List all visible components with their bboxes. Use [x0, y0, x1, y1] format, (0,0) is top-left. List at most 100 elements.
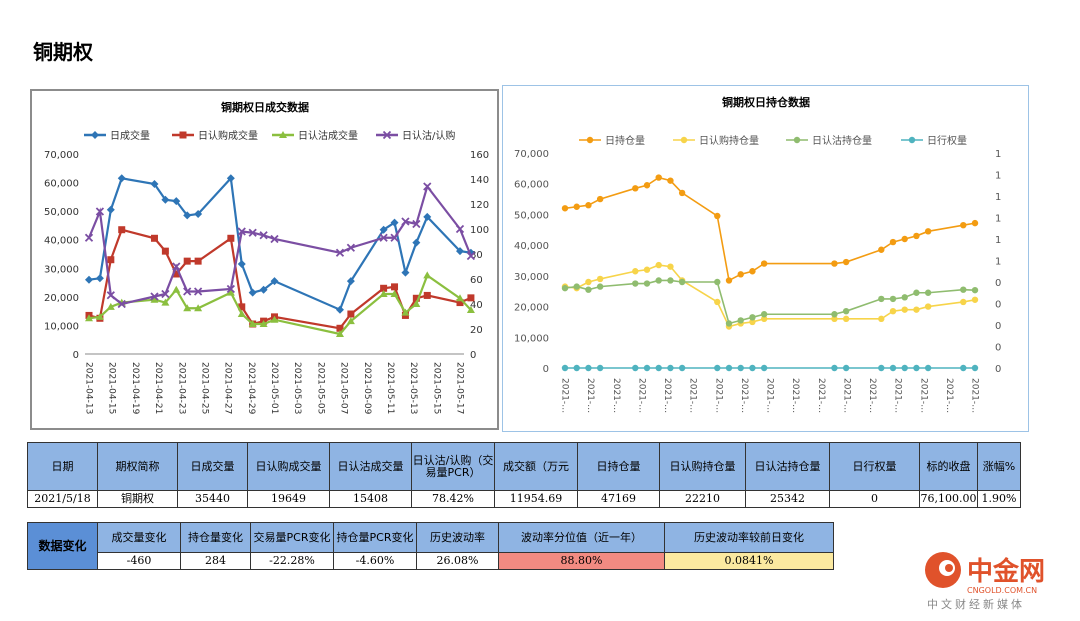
header-call-volume: 日认购成交量 [247, 442, 330, 491]
chart1-legend-marker [91, 131, 99, 139]
chart2-data-point [971, 296, 979, 303]
chart1-y2-tick: 80 [470, 250, 483, 261]
chart1-data-point [456, 294, 464, 302]
chart2-y-tick: 60,000 [514, 180, 549, 191]
chart2-data-point [831, 260, 838, 267]
chart1-data-point [390, 218, 399, 227]
chart1-x-tick: 2021-04-21 [153, 362, 163, 414]
chart1-data-point [259, 320, 268, 327]
logo-url: CNGOLD.COM.CN [967, 586, 1037, 595]
chart1-data-point [423, 212, 432, 221]
chart2-data-point [924, 364, 932, 372]
chart2-data-point [878, 295, 885, 303]
chart1-data-point [226, 174, 235, 183]
chart2-data-point [878, 364, 885, 372]
chart2-x-tick: 2021-… [636, 378, 646, 413]
chart1-data-point [335, 305, 344, 314]
chart2-data-point [573, 203, 580, 210]
daily-summary-row: 2021/5/18 铜期权 35440 19649 15408 78.42% 1… [27, 490, 1021, 508]
chart1-data-point [423, 291, 431, 299]
cell-put-volume: 15408 [329, 490, 412, 508]
chart1-data-point [270, 315, 279, 323]
chart2-x-tick: 2021-… [713, 378, 723, 413]
chart1-data-point [194, 257, 202, 265]
cell-vol-quantile: 88.80% [498, 552, 665, 570]
chart2-data-point [889, 364, 897, 372]
header-put-oi: 日认沽持仓量 [745, 442, 830, 491]
chart1-data-point [391, 283, 399, 291]
chart1-data-point [379, 290, 388, 297]
chart1-data-point [84, 233, 94, 242]
chart1-data-point [172, 285, 181, 293]
chart1-data-point [238, 303, 246, 311]
cell-oi-change: 284 [180, 552, 251, 570]
chart1-data-point [270, 234, 279, 244]
chart2-series-line [564, 264, 976, 328]
chart2-data-point [760, 311, 768, 318]
cell-volume-pcr: 78.42% [411, 490, 495, 508]
chart1-legend-label: 日成交量 [110, 129, 150, 142]
chart1-y-tick: 10,000 [44, 321, 79, 332]
chart1-data-point [226, 288, 235, 296]
chart2-data-point [913, 289, 920, 296]
chart2-data-point [678, 189, 686, 197]
chart1-data-point [194, 304, 203, 312]
page-title: 铜期权 [33, 40, 93, 64]
chart1-data-point [456, 299, 464, 307]
chart2-x-tick: 2021-… [918, 378, 928, 413]
chart2-y-tick: 30,000 [514, 272, 549, 283]
header-put-volume: 日认沽成交量 [329, 442, 412, 491]
chart1-data-point [248, 288, 257, 297]
chart2-legend-marker [680, 136, 688, 144]
chart2-legend-marker [586, 136, 594, 144]
cell-volume-pcr-change: -22.28% [250, 552, 334, 570]
header-oi-pcr-change: 持仓量PCR变化 [333, 522, 417, 553]
chart1-y2-tick: 60 [470, 275, 483, 286]
chart2-data-point [632, 280, 639, 287]
cell-hist-vol: 26.08% [416, 552, 499, 570]
chart1-data-point [379, 225, 388, 234]
chart2-data-point [596, 283, 604, 290]
chart2-data-point [831, 315, 838, 323]
chart1-legend-label: 日认沽/认购 [402, 129, 455, 142]
logo-tagline: 中文财经新媒体 [927, 597, 1025, 611]
header-turnover: 成交额（万元 [494, 442, 578, 491]
chart2-series-line [564, 279, 976, 325]
logo-svg: 中金网 CNGOLD.COM.CN 中文财经新媒体 [925, 552, 1045, 611]
chart2-y-tick: 20,000 [514, 303, 549, 314]
chart1-data-point [401, 308, 410, 316]
cell-call-oi: 22210 [659, 490, 746, 508]
chart1-x-tick: 2021-05-11 [385, 362, 395, 414]
chart2-data-point [585, 286, 592, 293]
chart1-legend-label: 日认购成交量 [198, 129, 258, 142]
chart1-data-point [150, 234, 158, 242]
data-change-table: 数据变化 成交量变化 持仓量变化 交易量PCR变化 持仓量PCR变化 历史波动率… [27, 522, 834, 570]
chart2-x-tick: 2021-… [662, 378, 672, 413]
chart2-y2-tick: 0 [995, 364, 1001, 375]
chart2-x-tick: 2021-… [688, 378, 698, 413]
chart1-y2-tick: 0 [470, 350, 476, 361]
chart1-data-point [390, 233, 399, 242]
chart2-data-point [889, 307, 897, 315]
header-hist-vol-change: 历史波动率较前日变化 [664, 522, 834, 553]
chart1-data-point [237, 227, 246, 236]
chart2-data-point [924, 303, 932, 310]
header-date: 日期 [27, 442, 98, 491]
chart1-data-point [335, 330, 344, 337]
chart2-data-point [960, 364, 967, 372]
daily-summary-header-row: 日期 期权简称 日成交量 日认购成交量 日认沽成交量 日认沽/认购（交易量PCR… [27, 442, 1021, 491]
chart1-data-point [183, 257, 191, 265]
cell-volume: 35440 [177, 490, 248, 508]
chart2-x-tick: 2021-… [585, 378, 595, 413]
chart2-data-point [667, 177, 674, 184]
chart2-x-tick: 2021-… [867, 378, 877, 413]
chart1-x-tick: 2021-05-15 [431, 362, 441, 414]
chart2-data-point [725, 277, 733, 284]
chart2-x-tick: 2021-… [944, 378, 954, 413]
header-volume-pcr-change: 交易量PCR变化 [250, 522, 334, 553]
daily-summary-table: 日期 期权简称 日成交量 日认购成交量 日认沽成交量 日认沽/认购（交易量PCR… [27, 442, 1021, 508]
chart1-series-line [87, 184, 472, 306]
chart2-data-point [596, 275, 604, 283]
chart1-y-tick: 40,000 [44, 236, 79, 247]
